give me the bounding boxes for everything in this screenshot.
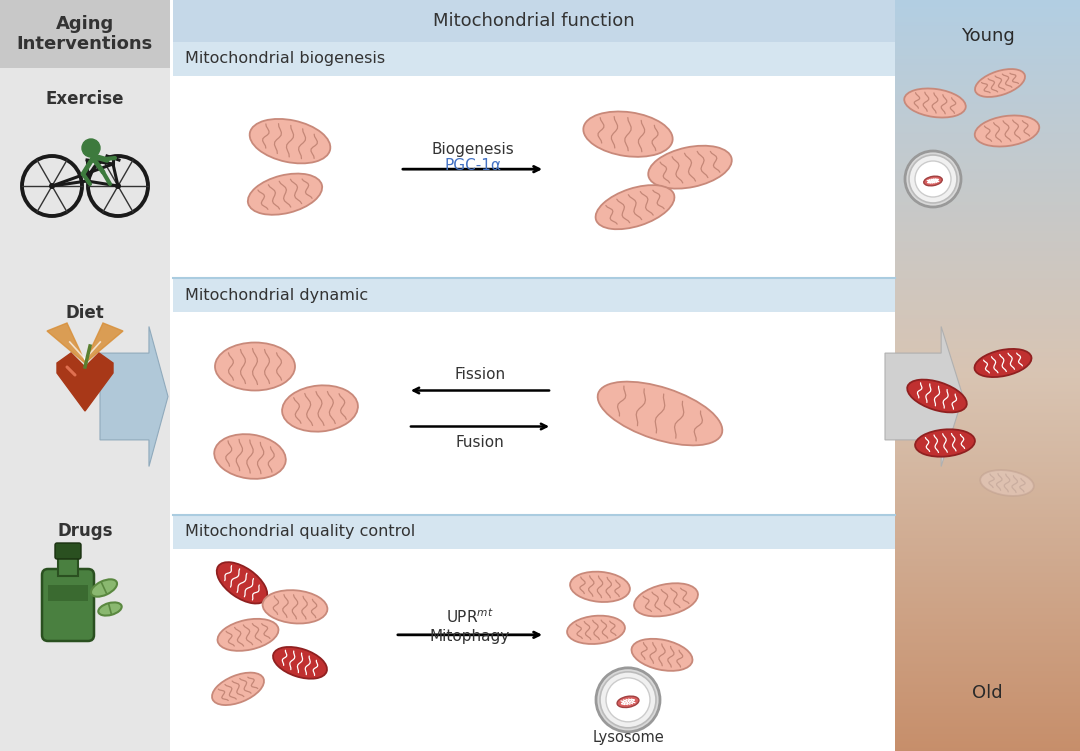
Text: Mitochondrial function: Mitochondrial function	[433, 12, 635, 30]
FancyBboxPatch shape	[173, 514, 895, 549]
Ellipse shape	[975, 116, 1039, 146]
Ellipse shape	[91, 579, 117, 597]
Ellipse shape	[249, 119, 330, 164]
Ellipse shape	[214, 434, 286, 479]
FancyBboxPatch shape	[0, 0, 170, 68]
FancyBboxPatch shape	[58, 554, 78, 576]
Ellipse shape	[904, 89, 966, 117]
Text: Mitochondrial dynamic: Mitochondrial dynamic	[185, 288, 368, 303]
Text: Lysosome: Lysosome	[592, 730, 664, 745]
Ellipse shape	[212, 673, 264, 705]
FancyBboxPatch shape	[55, 543, 81, 559]
Ellipse shape	[974, 349, 1031, 377]
Ellipse shape	[632, 639, 692, 671]
Circle shape	[596, 668, 660, 731]
Circle shape	[909, 155, 957, 203]
Ellipse shape	[262, 590, 327, 623]
Ellipse shape	[282, 385, 357, 432]
FancyBboxPatch shape	[173, 42, 895, 76]
Ellipse shape	[597, 382, 723, 445]
Circle shape	[606, 678, 650, 722]
Text: Young: Young	[960, 27, 1014, 45]
Ellipse shape	[217, 562, 267, 604]
Text: Fusion: Fusion	[456, 435, 504, 450]
Ellipse shape	[923, 176, 942, 185]
Ellipse shape	[907, 379, 967, 412]
FancyBboxPatch shape	[42, 569, 94, 641]
Ellipse shape	[981, 470, 1034, 496]
Ellipse shape	[215, 342, 295, 391]
FancyBboxPatch shape	[173, 0, 895, 751]
Text: Exercise: Exercise	[45, 90, 124, 108]
Circle shape	[82, 139, 100, 157]
Ellipse shape	[595, 185, 674, 229]
Ellipse shape	[648, 146, 732, 189]
Text: Aging
Interventions: Aging Interventions	[17, 14, 153, 53]
Ellipse shape	[567, 616, 625, 644]
Circle shape	[49, 183, 55, 189]
Text: UPR$^{mt}$: UPR$^{mt}$	[446, 608, 494, 626]
Text: Fission: Fission	[455, 367, 505, 382]
Polygon shape	[48, 323, 85, 363]
FancyBboxPatch shape	[0, 68, 170, 751]
Circle shape	[905, 151, 961, 207]
Circle shape	[915, 161, 951, 197]
FancyBboxPatch shape	[48, 585, 87, 601]
Circle shape	[600, 672, 656, 728]
FancyBboxPatch shape	[173, 279, 895, 312]
Text: Mitophagy: Mitophagy	[430, 629, 510, 644]
FancyBboxPatch shape	[173, 0, 895, 42]
Text: Mitochondrial quality control: Mitochondrial quality control	[185, 524, 415, 539]
Ellipse shape	[98, 602, 122, 616]
Ellipse shape	[634, 584, 698, 617]
Ellipse shape	[583, 111, 673, 157]
Polygon shape	[100, 327, 168, 466]
Circle shape	[114, 183, 121, 189]
Polygon shape	[57, 353, 113, 411]
Ellipse shape	[570, 572, 630, 602]
Ellipse shape	[915, 430, 975, 457]
Polygon shape	[85, 323, 123, 363]
Ellipse shape	[617, 696, 639, 707]
Text: PGC-1α: PGC-1α	[444, 158, 501, 173]
Ellipse shape	[217, 619, 279, 651]
Text: Drugs: Drugs	[57, 522, 112, 540]
Text: Biogenesis: Biogenesis	[431, 142, 514, 157]
Text: Diet: Diet	[66, 304, 105, 322]
Text: Old: Old	[972, 684, 1003, 702]
Ellipse shape	[247, 173, 322, 215]
Ellipse shape	[975, 69, 1025, 97]
Ellipse shape	[273, 647, 327, 679]
Text: Mitochondrial biogenesis: Mitochondrial biogenesis	[185, 52, 386, 67]
Polygon shape	[885, 327, 963, 466]
